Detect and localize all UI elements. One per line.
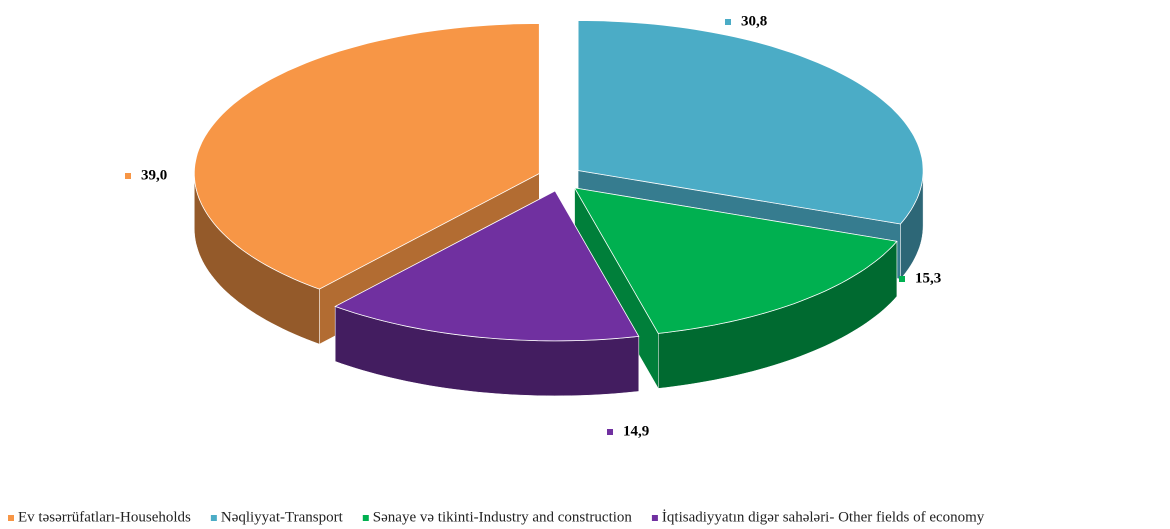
data-label: 39,0 bbox=[141, 167, 167, 183]
pie bbox=[193, 20, 924, 397]
label-marker bbox=[899, 276, 905, 282]
label-marker bbox=[725, 19, 731, 25]
legend-label: Nəqliyyat-Transport bbox=[221, 509, 344, 525]
label-marker bbox=[125, 173, 131, 179]
data-label: 30,8 bbox=[741, 13, 767, 29]
legend-label: İqtisadiyyatın digər sahələri- Other fie… bbox=[662, 509, 985, 525]
slice bbox=[193, 23, 540, 290]
slice bbox=[573, 187, 898, 334]
slice bbox=[334, 190, 640, 342]
legend-label: Sənaye və tikinti-Industry and construct… bbox=[373, 509, 633, 525]
label-marker bbox=[607, 429, 613, 435]
legend-marker bbox=[8, 515, 14, 521]
legend-marker bbox=[210, 515, 217, 521]
data-label: 14,9 bbox=[623, 423, 649, 439]
slice bbox=[577, 20, 924, 225]
data-label: 15,3 bbox=[915, 270, 941, 286]
legend-marker bbox=[362, 515, 369, 521]
legend-label: Ev təsərrüfatları-Households bbox=[18, 509, 191, 525]
legend-marker bbox=[651, 515, 658, 521]
legend: Ev təsərrüfatları-Households Nəqliyyat-Tr… bbox=[8, 509, 985, 525]
